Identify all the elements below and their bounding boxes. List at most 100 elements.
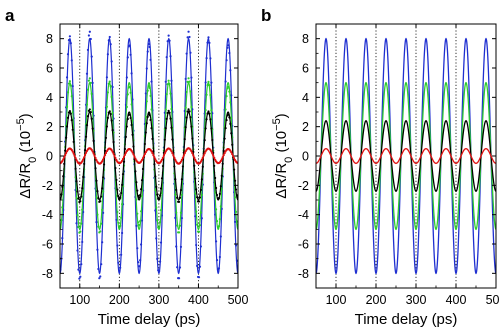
- y-tick-label: -4: [42, 208, 53, 222]
- data-point: [178, 266, 182, 269]
- data-point: [204, 81, 207, 84]
- data-point: [100, 263, 103, 266]
- data-point: [90, 148, 93, 151]
- data-point: [159, 187, 163, 190]
- data-point: [139, 243, 143, 246]
- data-point: [107, 82, 110, 85]
- data-point: [86, 115, 90, 118]
- data-point: [205, 93, 208, 96]
- y-axis-title-close: ): [273, 113, 290, 118]
- data-point: [154, 188, 157, 192]
- data-point: [154, 175, 157, 178]
- data-point: [70, 119, 73, 122]
- data-point: [183, 138, 186, 141]
- data-point: [159, 209, 163, 212]
- data-point: [168, 39, 171, 42]
- data-point: [168, 111, 171, 114]
- data-point: [194, 158, 197, 161]
- data-point: [204, 108, 207, 112]
- data-point: [71, 111, 74, 114]
- data-point: [233, 179, 237, 182]
- data-point: [192, 154, 195, 157]
- data-point: [188, 110, 191, 113]
- data-point: [162, 154, 165, 157]
- x-tick-label: 300: [148, 293, 169, 307]
- data-point: [164, 108, 167, 111]
- y-axis-title-close: ): [17, 113, 34, 118]
- data-point: [91, 81, 94, 85]
- data-point: [129, 91, 132, 94]
- data-point: [88, 108, 91, 111]
- data-point: [66, 91, 70, 94]
- data-point: [147, 43, 150, 46]
- data-point: [180, 193, 184, 196]
- y-tick-label: 6: [46, 62, 53, 76]
- data-point: [128, 85, 131, 89]
- data-point: [118, 226, 121, 229]
- data-point: [137, 221, 140, 224]
- data-point: [166, 83, 169, 86]
- data-point: [113, 154, 116, 157]
- data-point: [209, 57, 212, 60]
- data-point: [230, 94, 233, 97]
- data-point: [99, 230, 102, 233]
- data-point: [76, 249, 79, 252]
- data-point: [214, 191, 217, 194]
- data-point: [100, 222, 103, 225]
- data-point: [150, 108, 153, 111]
- data-point: [179, 245, 183, 248]
- data-point: [153, 156, 156, 159]
- data-point: [160, 192, 164, 195]
- data-point: [131, 151, 134, 154]
- data-point: [191, 151, 194, 155]
- data-point: [214, 186, 218, 190]
- y-axis-title-exp: −5: [271, 118, 283, 131]
- data-point: [61, 237, 64, 240]
- x-axis-title: Time delay (ps): [355, 311, 458, 328]
- data-point: [222, 154, 225, 157]
- data-point: [79, 200, 82, 203]
- data-point: [90, 117, 93, 120]
- data-point: [61, 185, 64, 188]
- data-point: [86, 48, 90, 52]
- data-point: [89, 111, 92, 114]
- data-point: [64, 151, 68, 155]
- data-point: [143, 152, 146, 156]
- data-point: [195, 243, 198, 247]
- data-point: [167, 34, 170, 37]
- data-point: [77, 268, 80, 271]
- data-point: [134, 170, 137, 173]
- data-point: [104, 151, 108, 155]
- data-point: [92, 152, 95, 155]
- data-point: [129, 53, 132, 56]
- series-points-4: [60, 147, 238, 165]
- data-point: [143, 142, 146, 146]
- data-point: [200, 178, 203, 181]
- data-point: [141, 157, 145, 160]
- data-point: [207, 110, 210, 113]
- data-point: [187, 77, 190, 80]
- data-point: [167, 109, 170, 112]
- data-point: [158, 198, 161, 201]
- data-point: [160, 177, 164, 180]
- data-point: [103, 154, 107, 157]
- data-point: [102, 158, 105, 161]
- data-point: [174, 178, 177, 181]
- data-point: [91, 127, 94, 130]
- data-point: [136, 212, 139, 215]
- data-point: [99, 275, 102, 278]
- data-point: [60, 219, 63, 222]
- data-point: [217, 225, 221, 228]
- data-point: [228, 90, 231, 93]
- data-point: [104, 136, 108, 139]
- data-point: [167, 79, 170, 82]
- data-point: [82, 158, 85, 161]
- data-point: [61, 160, 64, 163]
- data-point: [199, 245, 202, 248]
- panel-label: a: [5, 6, 15, 25]
- data-point: [115, 194, 118, 197]
- data-point: [219, 205, 222, 208]
- data-point: [145, 67, 148, 70]
- data-point: [193, 156, 196, 159]
- data-point: [97, 225, 100, 228]
